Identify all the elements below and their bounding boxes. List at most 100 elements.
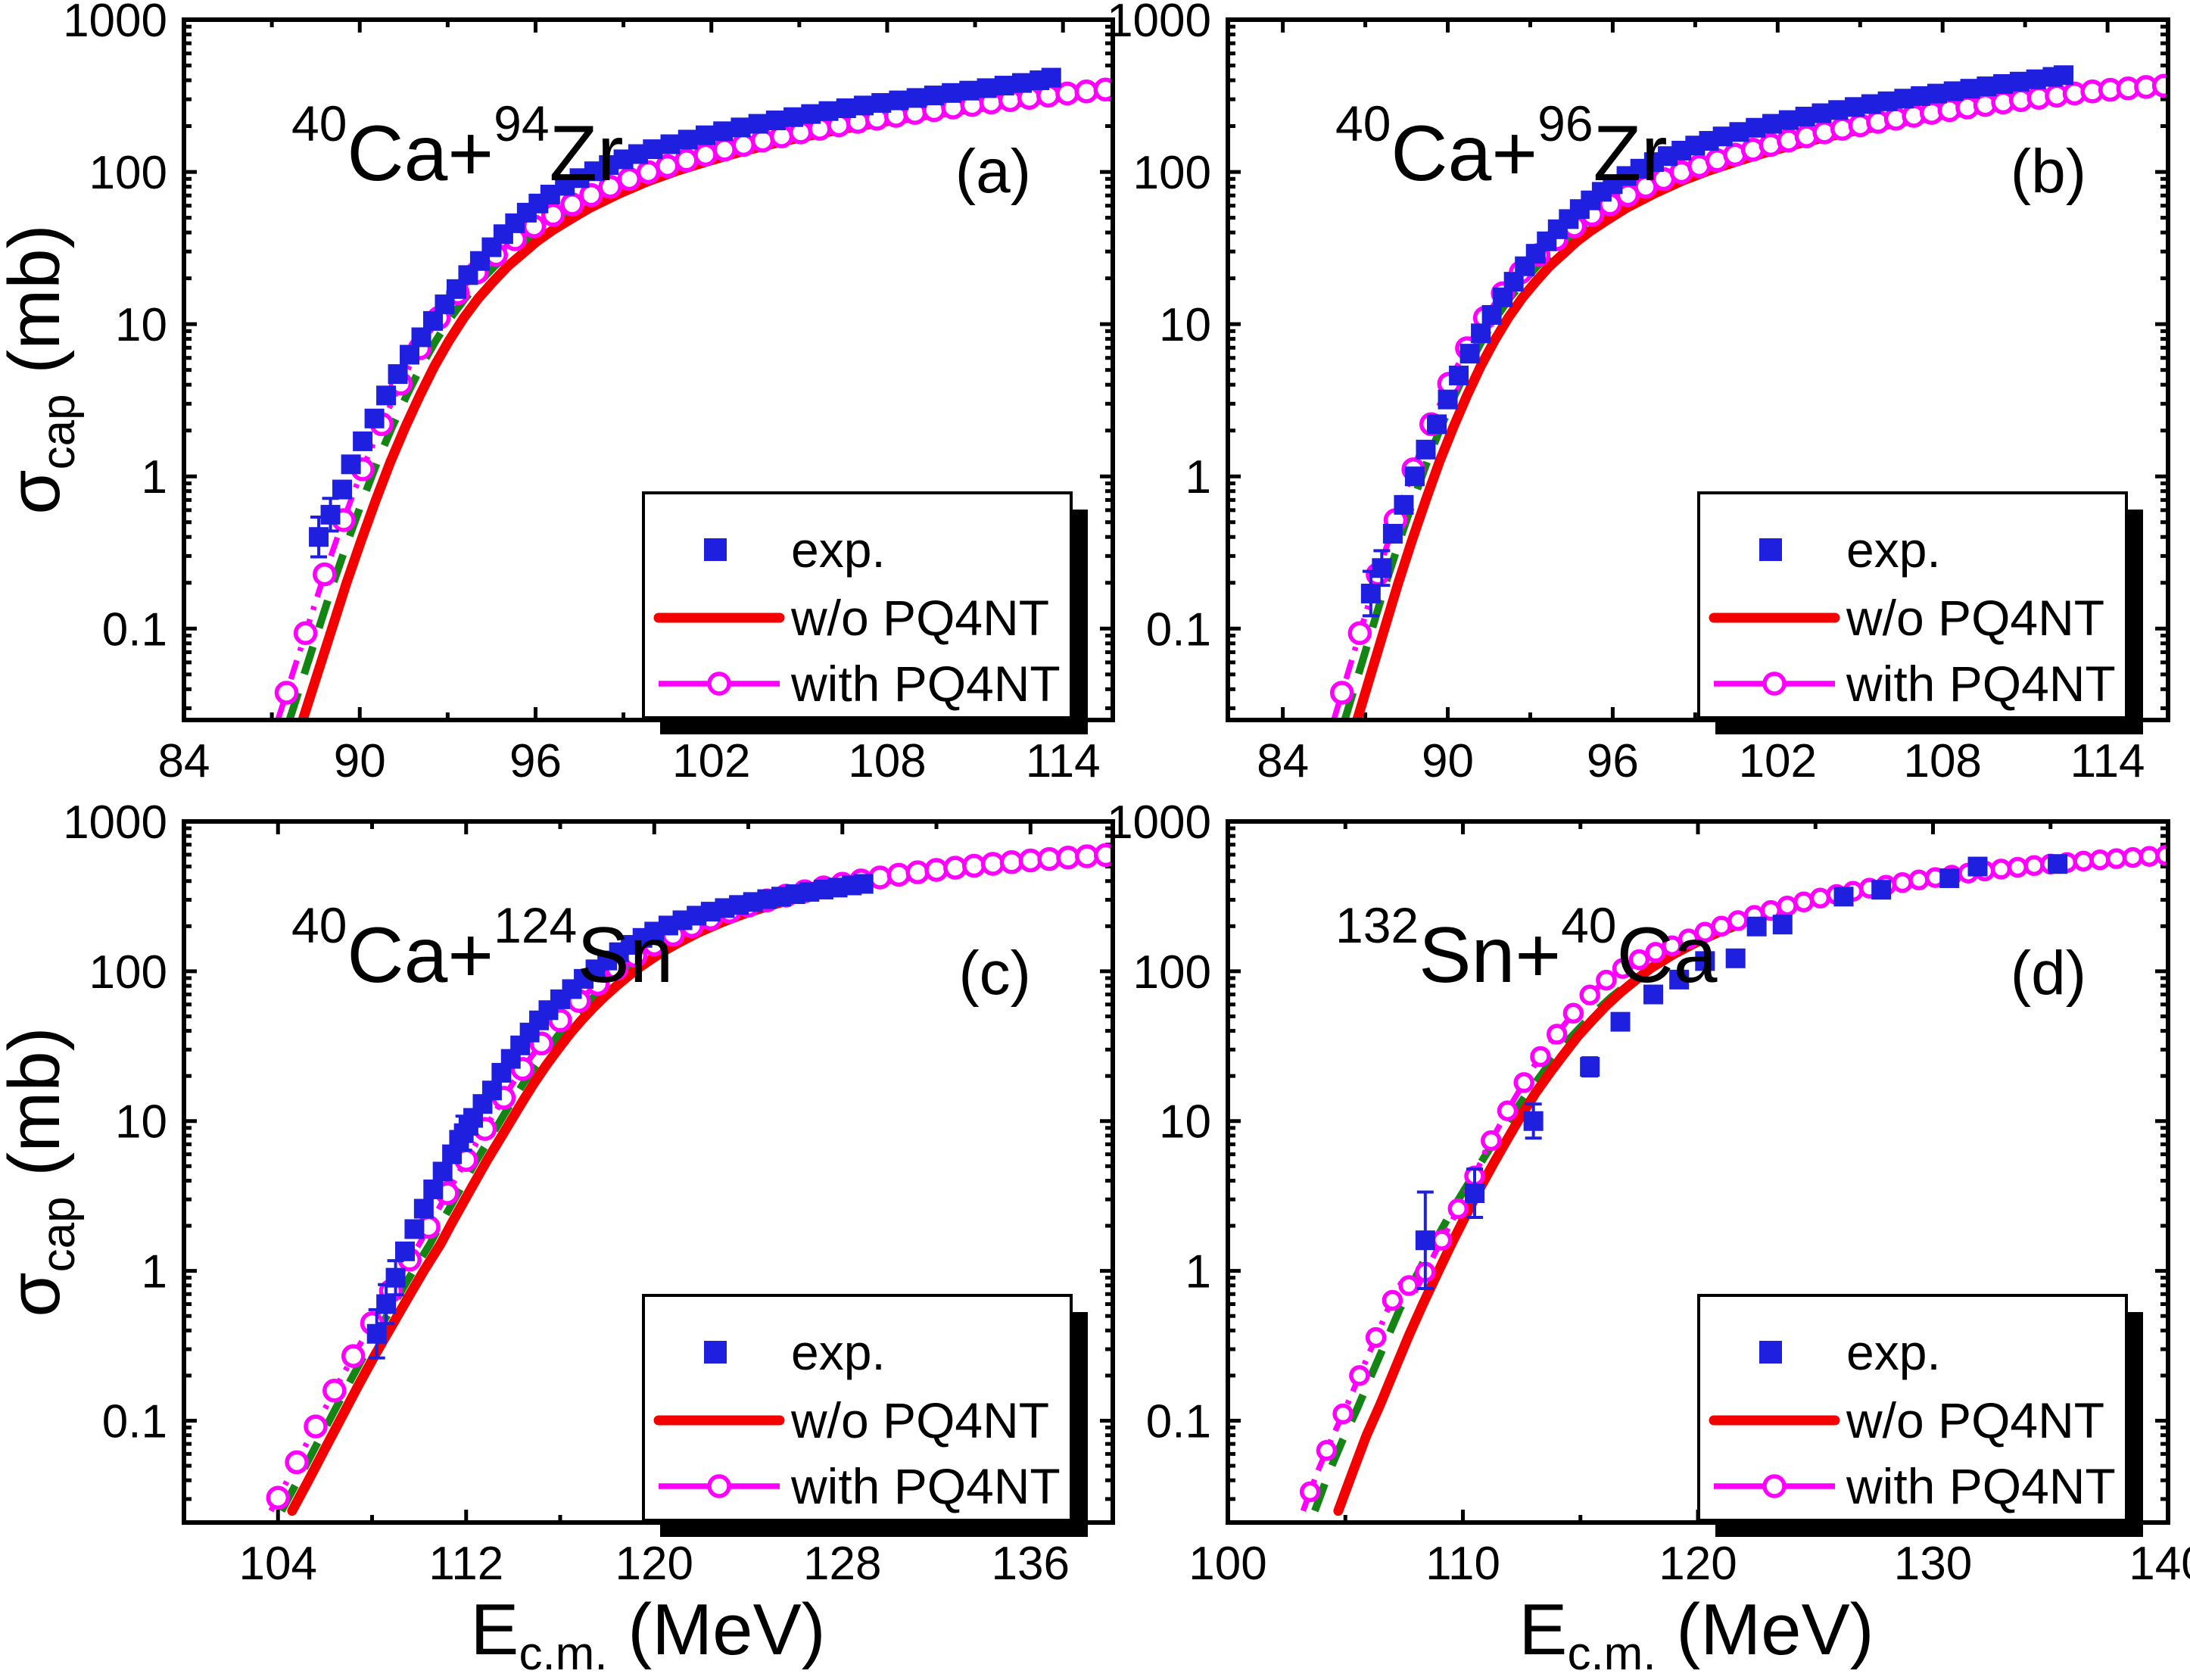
with-pq4nt-marker	[731, 132, 756, 157]
exp-point	[2009, 71, 2030, 92]
exp-point	[1360, 583, 1381, 603]
with-pq4nt-marker	[1990, 859, 2012, 880]
with-pq4nt-marker	[1727, 910, 1749, 931]
with-pq4nt-marker	[712, 137, 737, 162]
panel-a-x-tick-label: 108	[848, 735, 926, 787]
panel-b-x-tick-label: 90	[1422, 735, 1474, 787]
exp-point	[977, 78, 997, 98]
legend-item-label: with PQ4NT	[790, 1458, 1061, 1514]
with-pq4nt-marker	[999, 849, 1024, 874]
legend-item-label: w/o PQ4NT	[1846, 590, 2104, 646]
with-pq4nt-marker	[1447, 1198, 1469, 1220]
x-axis-E: E	[1519, 1589, 1567, 1670]
panel-d-series	[1299, 845, 2166, 1516]
with-pq4nt-marker	[1628, 949, 1650, 971]
with-pq4nt-marker	[579, 182, 603, 207]
exp-point	[364, 408, 385, 429]
panel-d-y-tick-label: 1	[1185, 1246, 1211, 1298]
panel-a-y-tick-label: 10	[115, 299, 167, 351]
panel-c: 104 112 120 128 136 1000 100 10 1 0.1 40Ca+124Sn (c…	[63, 796, 1115, 1590]
panel-b-y-tick-label: 1000	[1107, 0, 1211, 47]
panel-c-y-tick-label: 0.1	[102, 1395, 167, 1448]
y-axis-sigma: σ	[0, 469, 75, 514]
exp-point	[889, 90, 909, 111]
panel-d-ticks	[1226, 819, 2170, 1523]
panel-d-title: 132Sn+40Ca	[1335, 897, 1718, 999]
exp-point	[1877, 91, 1898, 111]
exp-point	[871, 92, 892, 113]
panel-title-segment: 124	[494, 897, 577, 953]
panel-a-series	[274, 67, 1111, 718]
panel-b-x-tick-label: 84	[1257, 735, 1309, 787]
legend-with-circle-icon	[1762, 672, 1787, 696]
exp-point	[320, 504, 341, 525]
legend-with-circle-icon	[707, 672, 731, 696]
with-pq4nt-marker	[1093, 77, 1111, 101]
exp-point	[1746, 916, 1767, 937]
legend-item-label: exp.	[1846, 522, 1941, 578]
with-pq4nt-marker	[1349, 1365, 1370, 1386]
exp-point	[853, 95, 874, 116]
exp-point	[1382, 523, 1403, 544]
panel-b-title: 40Ca+96Zr	[1335, 95, 1668, 198]
with-pq4nt-marker	[2089, 849, 2111, 871]
panel-b-x-tick-label: 108	[1903, 735, 1981, 787]
panel-title-segment: Ca+	[347, 912, 494, 999]
panel-c-exp-points	[366, 874, 874, 1360]
legend-item-label: with PQ4NT	[1846, 1458, 2116, 1514]
exp-point	[1960, 79, 1980, 99]
y-axis-sub: cap	[33, 394, 85, 469]
panel-b-legend: exp. w/o PQ4NT with PQ4NT	[1697, 491, 2143, 734]
exp-point	[783, 107, 804, 127]
exp-point	[1459, 344, 1480, 364]
with-pq4nt-marker	[961, 853, 986, 878]
exp-point	[1669, 969, 1690, 990]
legend-item-exp: exp.	[704, 1324, 886, 1380]
panel-a-x-tick-label: 102	[672, 735, 750, 787]
panel-d-x-tick-label: 130	[1894, 1538, 1972, 1590]
with-pq4nt-marker	[2122, 846, 2144, 868]
panel-d-y-tick-label: 10	[1159, 1096, 1211, 1149]
with-pq4nt-marker	[655, 154, 680, 179]
panel-a-x-tick-label: 114	[1026, 735, 1101, 787]
exp-point	[959, 80, 980, 101]
legend-item-with: with PQ4NT	[659, 656, 1061, 712]
exp-point	[1372, 558, 1392, 578]
legend-item-label: w/o PQ4NT	[790, 590, 1049, 646]
exp-point	[1967, 856, 1988, 877]
panel-a-ticks	[182, 17, 1113, 720]
legend-item-with: with PQ4NT	[659, 1458, 1061, 1514]
exp-point	[1943, 81, 1964, 101]
legend-item-label: exp.	[791, 522, 886, 578]
y-axis-title-row2: σcap (mb)	[0, 1027, 85, 1317]
with-pq4nt-marker	[924, 858, 949, 882]
x-axis-units: (MeV)	[608, 1589, 826, 1670]
y-axis-sub: cap	[33, 1196, 85, 1272]
panel-d-x-tick-label: 110	[1425, 1538, 1500, 1590]
panel-a-x-tick-label: 96	[509, 735, 562, 787]
with-pq4nt-marker	[1809, 887, 1831, 909]
exp-point	[1729, 122, 1749, 142]
with-pq4nt-marker	[1056, 845, 1080, 870]
exp-point	[423, 1179, 444, 1199]
with-pq4nt-marker	[1546, 1024, 1568, 1045]
with-pq4nt-marker	[886, 862, 911, 887]
with-pq4nt-marker	[980, 852, 1005, 876]
exp-point	[404, 1219, 425, 1239]
with-pq4nt-marker	[1075, 844, 1099, 868]
exp-point	[366, 1323, 387, 1344]
legend-item-wo: w/o PQ4NT	[1709, 1392, 2104, 1448]
panel-b-y-tick-label: 1	[1185, 451, 1211, 503]
exp-point	[1746, 117, 1766, 138]
with-pq4nt-marker	[1316, 1440, 1338, 1461]
exp-point	[1833, 887, 1854, 907]
legend-item-with: with PQ4NT	[1714, 656, 2116, 712]
exp-point	[1795, 106, 1815, 126]
panel-b-x-tick-label: 96	[1587, 735, 1639, 787]
exp-point	[1580, 1057, 1600, 1077]
x-axis-title-right: Ec.m. (MeV)	[1519, 1589, 1874, 1680]
with-pq4nt-marker	[1398, 1275, 1419, 1296]
exp-point	[1762, 114, 1783, 134]
exp-point	[765, 111, 786, 131]
